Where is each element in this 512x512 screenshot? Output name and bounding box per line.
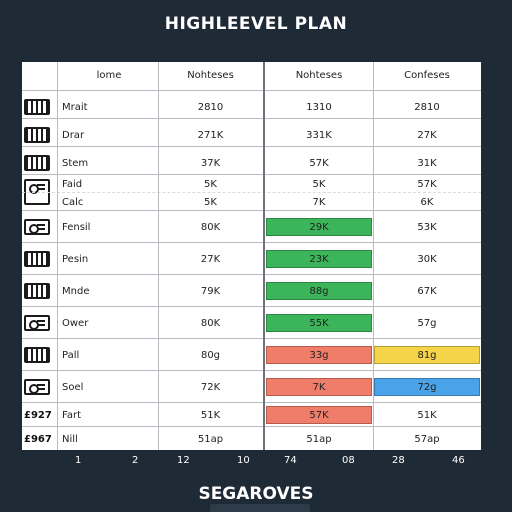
printer-icon: [24, 219, 50, 235]
axis-label: 28: [392, 455, 405, 466]
table-row[interactable]: Drar 271K 331K 27K: [22, 118, 481, 151]
cell-value: 57g: [417, 317, 437, 329]
cell-value: 80K: [200, 317, 221, 329]
row-name: Ower: [62, 317, 89, 329]
table-row[interactable]: Stem 37K 57K 31K: [22, 146, 481, 179]
column-header-name[interactable]: lome: [96, 70, 122, 81]
table-row[interactable]: Ower 80K 55K 57g: [22, 306, 481, 339]
cell-value: 27K: [417, 129, 437, 141]
table-icon: [24, 283, 50, 299]
row-name: Fart: [62, 409, 81, 421]
column-header-1[interactable]: Nohteses: [187, 70, 234, 81]
table-icon: [24, 99, 50, 115]
highlight-bar-red[interactable]: 57K: [266, 406, 372, 424]
page-title: HIGHLEEVEL PLAN: [164, 14, 348, 34]
cell-value: 30K: [417, 253, 437, 265]
row-name: Fensil: [62, 221, 91, 233]
axis-label: 12: [177, 455, 190, 466]
cell-value: 80g: [200, 349, 221, 361]
row-code: £967: [24, 433, 52, 445]
cell-value: 27K: [200, 253, 221, 265]
column-divider: [57, 62, 58, 450]
axis-label: 46: [452, 455, 465, 466]
highlight-bar-blue[interactable]: 72g: [374, 378, 480, 396]
bottom-handle: [210, 504, 310, 512]
cell-value: 5K: [204, 178, 217, 190]
row-code: £927: [24, 409, 52, 421]
table-row[interactable]: Soel 72K 7K 72g: [22, 370, 481, 403]
axis-label: 74: [284, 455, 297, 466]
row-name: Pesin: [62, 253, 89, 265]
table-row[interactable]: Calc 5K 7K 6K: [22, 192, 481, 211]
table-row[interactable]: Pesin 27K 23K 30K: [22, 242, 481, 275]
row-name: Stem: [62, 157, 89, 169]
table-row[interactable]: Fensil 80K 29K 53K: [22, 210, 481, 243]
table-row[interactable]: Mrait 2810 1310 2810: [22, 90, 481, 123]
cell-value: 51K: [417, 409, 437, 421]
axis-label: 08: [342, 455, 355, 466]
cell-value: 51K: [200, 409, 221, 421]
cell-value: 271K: [197, 129, 224, 141]
row-name: Mnde: [62, 285, 90, 297]
highlight-bar-green[interactable]: 23K: [266, 250, 372, 268]
cell-value: 57ap: [414, 433, 440, 445]
cell-value: 53K: [417, 221, 437, 233]
cell-value: 5K: [204, 196, 217, 208]
table-row[interactable]: Mnde 79K 88g 67K: [22, 274, 481, 307]
cell-value: 7K: [312, 196, 326, 208]
cell-value: 6K: [420, 196, 434, 208]
highlight-bar-green[interactable]: 55K: [266, 314, 372, 332]
axis-label: 2: [132, 455, 139, 466]
table-icon: [24, 127, 50, 143]
column-header-2[interactable]: Nohteses: [295, 70, 343, 81]
highlight-bar-green[interactable]: 29K: [266, 218, 372, 236]
cell-value: 80K: [200, 221, 221, 233]
row-name: Soel: [62, 381, 84, 393]
axis-label: 10: [237, 455, 250, 466]
printer-icon: [24, 315, 50, 331]
table-icon: [24, 251, 50, 267]
row-name: Drar: [62, 129, 85, 141]
table-row[interactable]: £967 Nill 51ap 51ap 57ap: [22, 426, 481, 451]
plan-table: lome Nohteses Nohteses Confeses Mrait 28…: [22, 62, 481, 450]
column-divider: [158, 62, 159, 450]
column-divider: [373, 62, 374, 450]
axis-label: 1: [75, 455, 82, 466]
table-icon: [24, 347, 50, 363]
highlight-bar-yellow[interactable]: 81g: [374, 346, 480, 364]
cell-value: 67K: [417, 285, 437, 297]
footer-title: SEGAROVES: [198, 484, 314, 504]
cell-value: 2810: [414, 101, 440, 113]
row-name: Pall: [62, 349, 80, 361]
cell-value: 1310: [306, 101, 332, 113]
row-name: Mrait: [62, 101, 88, 113]
cell-value: 57K: [309, 157, 329, 169]
highlight-bar-red[interactable]: 33g: [266, 346, 372, 364]
highlight-bar-red[interactable]: 7K: [266, 378, 372, 396]
cell-value: 31K: [417, 157, 437, 169]
cell-value: 72K: [200, 381, 221, 393]
column-divider: [263, 62, 265, 450]
cell-value: 51ap: [306, 433, 332, 445]
highlight-bar-green[interactable]: 88g: [266, 282, 372, 300]
column-header-3[interactable]: Confeses: [404, 70, 450, 81]
table-row[interactable]: Faid 5K 5K 57K: [22, 174, 481, 205]
row-name: Faid: [62, 178, 83, 190]
cell-value: 57K: [417, 178, 437, 190]
cell-value: 79K: [200, 285, 221, 297]
row-name: Nill: [62, 433, 78, 445]
table-row[interactable]: £927 Fart 51K 57K 51K: [22, 402, 481, 427]
table-icon: [24, 155, 50, 171]
table-row[interactable]: Pall 80g 33g 81g: [22, 338, 481, 371]
printer-icon: [24, 379, 50, 395]
cell-value: 5K: [312, 178, 326, 190]
cell-value: 331K: [306, 129, 332, 141]
cell-value: 51ap: [197, 433, 224, 445]
row-name: Calc: [62, 196, 84, 208]
cell-value: 2810: [197, 101, 224, 113]
cell-value: 37K: [200, 157, 221, 169]
